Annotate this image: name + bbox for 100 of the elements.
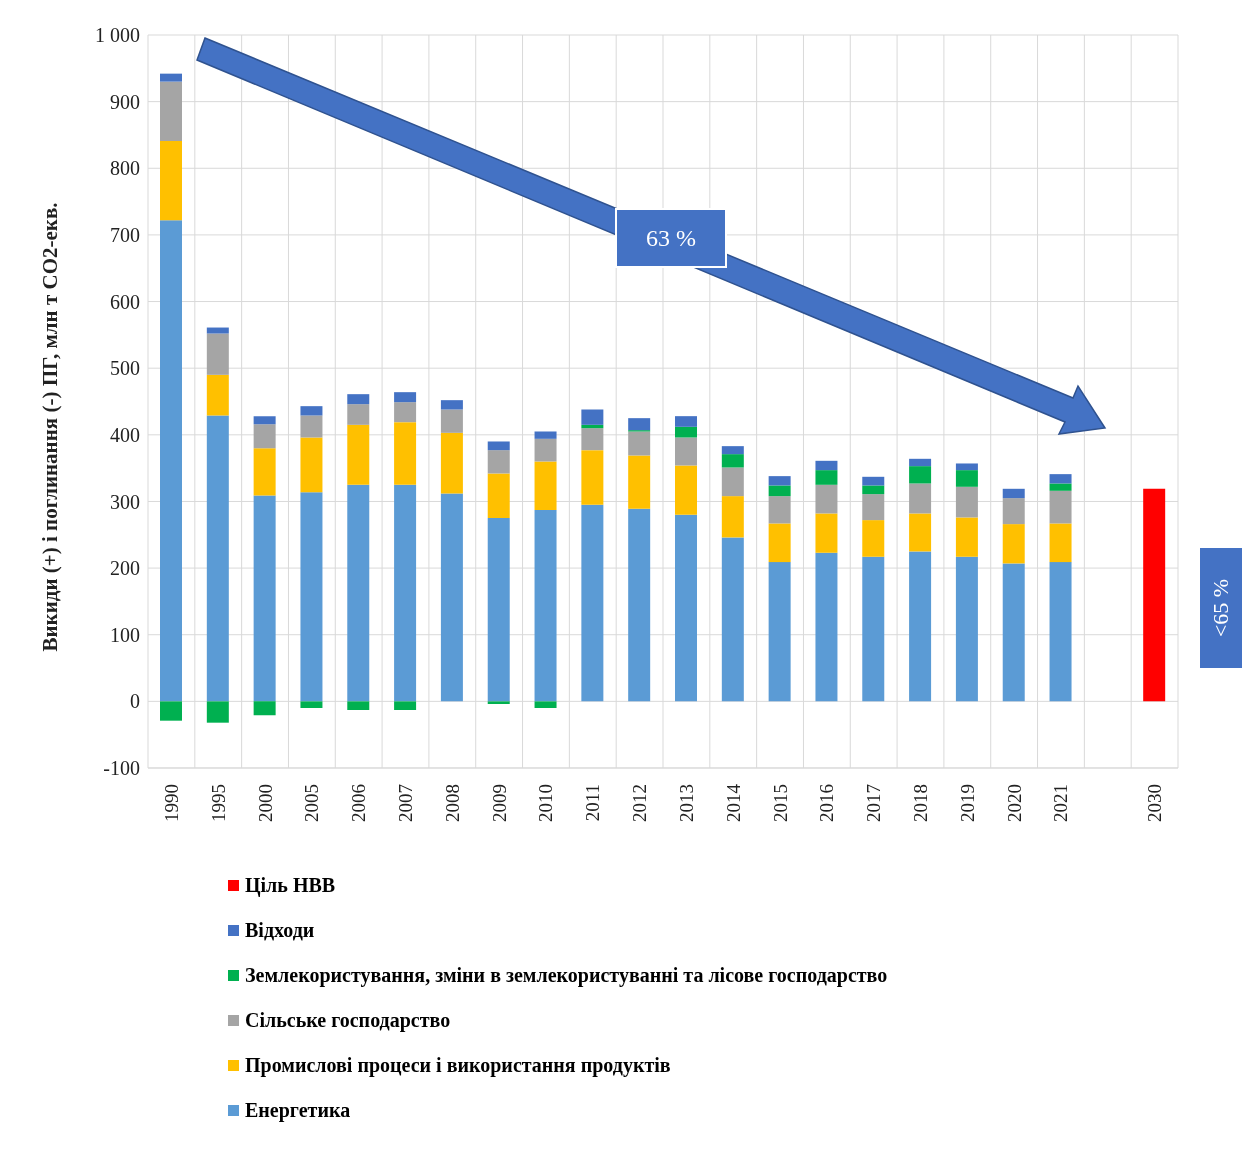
bar (909, 466, 932, 484)
bar (955, 470, 978, 487)
legend-label: Сільське господарство (245, 1009, 451, 1032)
bar (440, 409, 463, 433)
bar (768, 496, 791, 524)
x-tick-label: 2017 (863, 784, 885, 822)
x-tick-label: 2007 (395, 784, 416, 822)
bar (487, 441, 510, 451)
bar (768, 523, 791, 563)
bar (955, 486, 978, 518)
bar (206, 701, 229, 723)
x-tick-label: 2008 (441, 784, 463, 822)
x-tick-label: 1995 (207, 784, 229, 822)
bar (815, 470, 838, 485)
x-tick-label: 2020 (1003, 784, 1025, 822)
bar (487, 450, 510, 474)
bar (1143, 488, 1166, 702)
bar (347, 394, 370, 405)
bar (300, 492, 323, 702)
bar (160, 220, 182, 702)
bar (815, 460, 838, 471)
bar (347, 404, 370, 425)
bar (909, 513, 932, 552)
bar (955, 556, 978, 702)
bar (862, 485, 885, 495)
bar (160, 81, 182, 141)
y-tick-label: 800 (110, 157, 140, 180)
y-tick-label: -100 (103, 757, 140, 780)
annotation: 63 % (615, 208, 727, 268)
bar (581, 450, 604, 505)
bar (1002, 488, 1025, 499)
bar (721, 467, 744, 497)
legend-label: Землекористування, зміни в землекористуванні та лісове господарство (245, 964, 888, 987)
bar (440, 432, 463, 494)
bar (768, 476, 791, 486)
bar (1049, 490, 1072, 524)
bar (1049, 562, 1072, 702)
x-tick-label: 2021 (1050, 784, 1072, 822)
bar (1049, 483, 1072, 491)
x-tick-label: 2015 (769, 784, 791, 822)
bar (815, 552, 838, 702)
y-tick-label: 100 (110, 623, 140, 646)
bar (721, 454, 744, 468)
bar (394, 422, 417, 485)
bar (675, 437, 697, 466)
x-tick-label: 1990 (160, 784, 182, 822)
x-tick-label: 2013 (675, 784, 697, 822)
bar (768, 562, 791, 702)
bar (347, 424, 370, 485)
bar (955, 517, 978, 557)
bar (862, 520, 885, 557)
x-tick-label: 2006 (348, 784, 370, 822)
legend-label: Енергетика (245, 1099, 351, 1122)
y-tick-label: 900 (110, 90, 140, 113)
bar (721, 496, 744, 538)
bar (440, 493, 463, 702)
x-tick-label: 2012 (629, 784, 651, 822)
bar (440, 400, 463, 410)
bar (675, 426, 697, 438)
bar (909, 458, 932, 467)
bar (253, 495, 276, 702)
x-tick-label: 2016 (816, 784, 838, 822)
bar (300, 437, 323, 493)
bar (206, 327, 229, 334)
bar (909, 551, 932, 702)
legend-label: Промислові процеси і використання продуктів (245, 1054, 671, 1077)
bar (206, 415, 229, 702)
bar (160, 701, 182, 721)
bar (581, 504, 604, 702)
bar (487, 701, 510, 705)
bar (534, 431, 557, 439)
bar (487, 518, 510, 702)
y-tick-label: 600 (110, 290, 140, 313)
x-tick-label: 2030 (1144, 784, 1166, 822)
bar (909, 483, 932, 514)
bar (534, 461, 557, 511)
x-tick-label: 2014 (722, 783, 744, 822)
x-tick-label: 2019 (956, 784, 978, 822)
bar (534, 510, 557, 702)
bar (581, 409, 604, 425)
bar (394, 392, 417, 403)
y-tick-label: 200 (110, 557, 140, 580)
bar (862, 476, 885, 486)
x-tick-label: 2000 (254, 784, 276, 822)
y-axis-title: Викиди (+) і поглинання (-) ПГ, млн т CO2-екв. (38, 202, 63, 652)
bar (394, 484, 417, 702)
bar (1002, 524, 1025, 564)
bar (628, 418, 651, 431)
bar (206, 333, 229, 375)
bar (1049, 523, 1072, 563)
bar (1002, 563, 1025, 702)
text: <65 % (1208, 578, 1234, 638)
bar (675, 465, 697, 515)
y-tick-label: 500 (110, 357, 140, 380)
bar (628, 431, 651, 456)
bar (160, 140, 182, 221)
bar (206, 374, 229, 416)
y-tick-label: 1 000 (95, 24, 140, 47)
bar (347, 701, 370, 711)
bar (394, 402, 417, 423)
